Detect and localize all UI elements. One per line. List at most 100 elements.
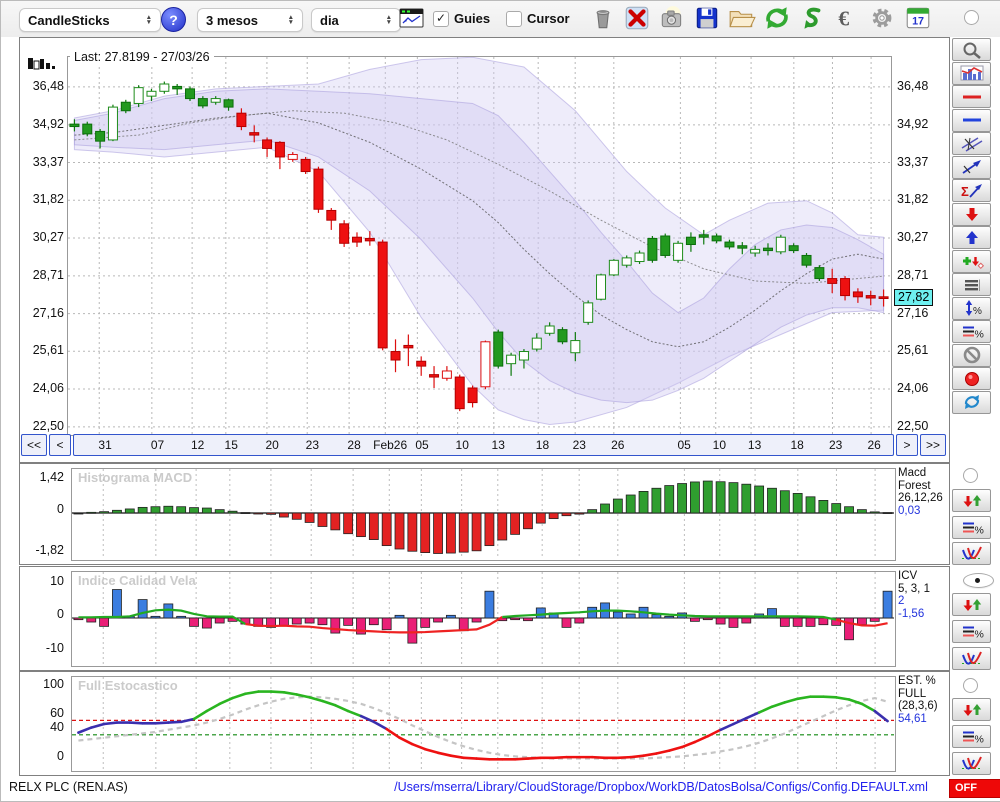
checkbox-check-icon: ✓ xyxy=(433,10,449,27)
icv-curves-button[interactable] xyxy=(952,647,991,670)
macd-curves-button[interactable] xyxy=(952,542,991,565)
lines-percent-icon: % xyxy=(962,522,983,536)
panel-param-label: Macd xyxy=(898,467,927,479)
red-hline-icon xyxy=(962,95,981,98)
stochastic-panel: Full Estocastico EST. % FULL (28,3,6) 54,61 1… xyxy=(19,671,950,776)
chart-window-icon[interactable] xyxy=(399,8,424,29)
config-path[interactable]: /Users/mserra/Library/CloudStorage/Dropb… xyxy=(394,780,928,794)
icv-signals-button[interactable] xyxy=(952,593,991,616)
date-label: 28 xyxy=(347,438,361,452)
stoch-curves-button[interactable] xyxy=(952,752,991,775)
histograma-macd-chart[interactable] xyxy=(72,469,894,559)
panel-select-radio[interactable] xyxy=(963,678,978,693)
price-axis-label: 22,50 xyxy=(32,418,64,433)
chevron-updown-icon: ▲ ▼ xyxy=(287,14,294,26)
macd-signals-button[interactable] xyxy=(952,489,991,512)
price-axis-label: 31,82 xyxy=(897,192,929,207)
buy-arrow-button[interactable] xyxy=(952,226,991,249)
date-label: 05 xyxy=(415,438,429,452)
cursor-checkbox[interactable]: Cursor xyxy=(506,10,570,28)
timeframe-select[interactable]: dia ▲ ▼ xyxy=(311,8,401,32)
panel-param-label: FULL xyxy=(898,687,927,700)
indicator-panel-button[interactable] xyxy=(952,61,991,85)
period-select[interactable]: 3 mesos ▲ ▼ xyxy=(197,8,303,32)
reload-button[interactable] xyxy=(952,390,991,414)
svg-text:Σ: Σ xyxy=(961,184,969,199)
trash-icon[interactable] xyxy=(589,6,617,30)
lines-percent-button[interactable]: % xyxy=(952,320,991,343)
curves-icon xyxy=(961,756,982,770)
chart-type-select[interactable]: CandleSticks ▲ ▼ xyxy=(19,8,161,32)
scroll-fast-left-button[interactable]: << xyxy=(21,434,47,456)
panel-select-radio[interactable] xyxy=(963,573,994,588)
chart-type-value: CandleSticks xyxy=(28,12,110,28)
measure-percent-button[interactable]: % xyxy=(952,296,991,320)
panel-axis-label: 0 xyxy=(57,502,64,516)
sync-icon[interactable] xyxy=(798,6,826,30)
panel-value: 54,61 xyxy=(898,712,927,725)
record-button[interactable] xyxy=(952,367,991,390)
candlestick-chart[interactable] xyxy=(68,57,890,434)
price-axis-label: 22,50 xyxy=(897,418,929,433)
date-label: 23 xyxy=(305,438,320,452)
refresh-icon[interactable] xyxy=(763,6,791,30)
delete-icon[interactable] xyxy=(623,6,651,30)
date-label: 13 xyxy=(747,438,762,452)
indice-calidad-vela-chart[interactable] xyxy=(72,572,894,665)
svg-text:%: % xyxy=(974,524,983,536)
off-button[interactable]: OFF xyxy=(949,779,1000,798)
price-axis-label: 27,16 xyxy=(32,305,64,320)
disable-button[interactable] xyxy=(952,343,991,367)
date-label: 07 xyxy=(150,438,165,452)
add-signals-button[interactable] xyxy=(952,249,991,273)
help-icon[interactable]: ? xyxy=(161,7,186,32)
date-label: 15 xyxy=(224,438,238,452)
panel-param-label: EST. % xyxy=(898,675,936,687)
panel-param-label: ICV xyxy=(898,570,918,582)
stoch-lines-percent-button[interactable]: % xyxy=(952,725,991,748)
main-chart-radio[interactable] xyxy=(964,10,979,25)
list-lines-icon xyxy=(964,279,980,291)
blue-line-button[interactable] xyxy=(952,108,991,132)
record-dot-icon xyxy=(964,371,979,386)
icv-lines-percent-button[interactable]: % xyxy=(952,620,991,643)
open-folder-icon[interactable] xyxy=(728,6,756,30)
date-axis[interactable]: 31 07 12 15 20 23 28 Feb26 05 10 13 18 23 26 05 10 13 18 2… xyxy=(73,434,894,456)
levels-list-button[interactable] xyxy=(952,273,991,296)
guies-checkbox[interactable]: ✓ Guies xyxy=(433,10,490,28)
indicator-chart-icon xyxy=(960,65,983,81)
price-axis-label: 28,71 xyxy=(897,267,929,282)
gear-icon[interactable] xyxy=(868,6,896,30)
stoch-signals-button[interactable] xyxy=(952,698,991,721)
save-icon[interactable] xyxy=(693,6,721,30)
scroll-fast-right-button[interactable]: >> xyxy=(920,434,946,456)
date-label: 10 xyxy=(455,438,469,452)
full-estocastico-chart[interactable] xyxy=(72,677,894,770)
scroll-right-button[interactable]: > xyxy=(896,434,918,456)
date-label: 20 xyxy=(265,438,279,452)
panel-value: 0,03 xyxy=(898,504,921,517)
period-value: 3 mesos xyxy=(206,12,259,28)
channel-tool-button[interactable] xyxy=(952,132,991,155)
down-up-arrows-icon xyxy=(963,494,981,507)
red-line-button[interactable] xyxy=(952,85,991,108)
zoom-tool-button[interactable] xyxy=(952,38,991,61)
sigma-trend-button[interactable]: Σ xyxy=(952,179,991,202)
panel-value: 2 xyxy=(898,595,905,607)
price-axis-label: 34,92 xyxy=(897,116,929,131)
guies-label: Guies xyxy=(454,11,491,27)
trendline-tool-button[interactable] xyxy=(952,155,991,179)
calendar-icon[interactable]: 17 xyxy=(904,6,932,30)
euro-icon[interactable]: € xyxy=(833,6,861,31)
scroll-left-button[interactable]: < xyxy=(49,434,71,456)
sell-arrow-button[interactable] xyxy=(952,202,991,226)
symbol-label: RELX PLC (REN.AS) xyxy=(9,780,128,794)
histogram-icon[interactable] xyxy=(27,54,57,77)
panel-param-label: 26,12,26 xyxy=(898,492,943,504)
panel-select-radio[interactable] xyxy=(963,468,978,483)
macd-lines-percent-button[interactable]: % xyxy=(952,516,991,539)
camera-icon[interactable] xyxy=(658,6,686,30)
svg-text:%: % xyxy=(973,306,982,317)
panel-axis-label: 0 xyxy=(57,749,64,763)
